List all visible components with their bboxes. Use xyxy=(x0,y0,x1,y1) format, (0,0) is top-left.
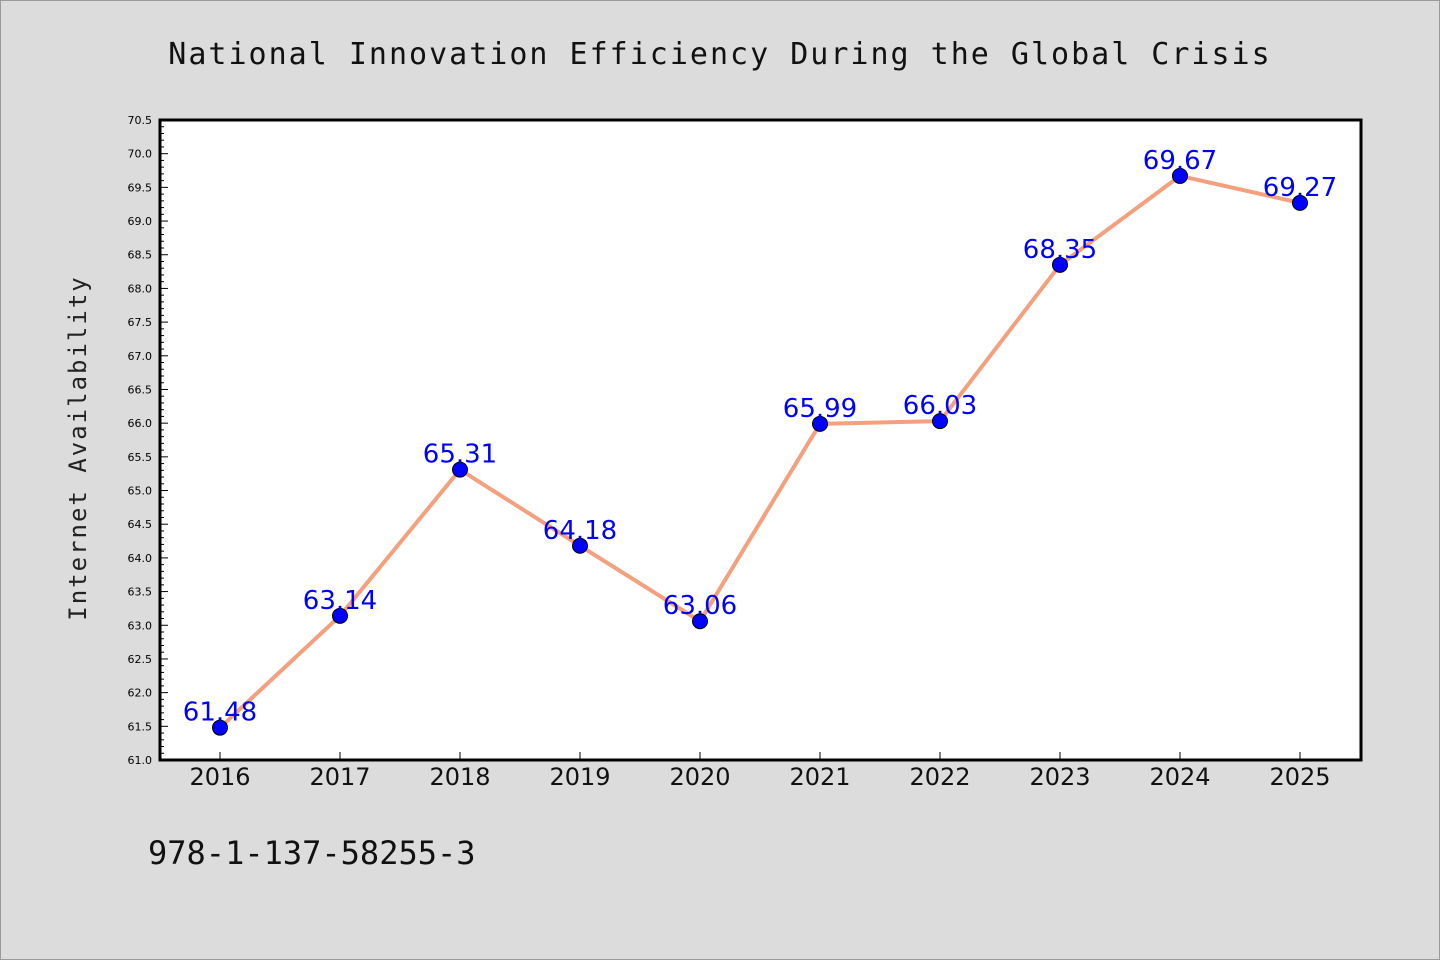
y-tick-label: 61.0 xyxy=(128,754,153,767)
data-point-marker xyxy=(692,613,708,630)
y-tick-label: 61.5 xyxy=(128,720,153,733)
y-tick-label: 70.5 xyxy=(128,114,153,127)
data-point-marker xyxy=(452,461,468,478)
plot-border xyxy=(158,118,1363,762)
y-tick-label: 70.0 xyxy=(128,148,153,161)
isbn-annotation: 978-1-137-58255-3 xyxy=(148,834,476,872)
y-tick-label: 67.0 xyxy=(128,350,153,363)
data-label: 61.48 xyxy=(183,698,257,728)
data-label: 66.03 xyxy=(903,391,977,421)
data-label: 63.06 xyxy=(663,591,737,621)
y-tick-label: 68.5 xyxy=(128,249,153,262)
data-point-marker xyxy=(932,413,948,430)
y-tick-label: 62.0 xyxy=(128,687,153,700)
data-point-marker xyxy=(1172,167,1188,184)
x-tick-label: 2020 xyxy=(669,763,730,791)
data-label: 69.67 xyxy=(1143,146,1217,176)
y-tick-label: 62.5 xyxy=(128,653,153,666)
data-label: 63.14 xyxy=(303,586,377,616)
data-point-marker xyxy=(572,537,588,554)
x-tick-label: 2018 xyxy=(429,763,490,791)
y-tick-label: 66.5 xyxy=(128,383,153,396)
data-point-marker xyxy=(812,415,828,432)
x-tick-label: 2025 xyxy=(1269,763,1330,791)
data-point-marker xyxy=(1292,194,1308,211)
y-tick-label: 65.5 xyxy=(128,451,153,464)
data-point-marker xyxy=(332,607,348,624)
y-axis-ticks: 61.0 61.5 62.0 62.5 63.0 63.5 64.0 64.5 65.0 65.5… xyxy=(128,114,168,767)
x-tick-label: 2017 xyxy=(309,763,370,791)
y-tick-label: 64.0 xyxy=(128,552,153,565)
x-tick-label: 2019 xyxy=(549,763,610,791)
series-group: 61.48 63.14 65.31 64.18 63.06 65.99 66.03 68.35… xyxy=(183,146,1337,736)
y-axis-label: Internet Availability xyxy=(64,275,92,620)
x-tick-label: 2021 xyxy=(789,763,850,791)
y-tick-label: 66.0 xyxy=(128,417,153,430)
y-tick-label: 68.0 xyxy=(128,282,153,295)
y-tick-label: 69.5 xyxy=(128,181,153,194)
y-tick-label: 64.5 xyxy=(128,518,153,531)
series-line xyxy=(218,173,1302,730)
data-label: 69.27 xyxy=(1263,173,1337,203)
data-label: 65.31 xyxy=(423,440,497,470)
x-tick-label: 2024 xyxy=(1149,763,1210,791)
data-label: 68.35 xyxy=(1023,235,1097,265)
y-tick-label: 69.0 xyxy=(128,215,153,228)
plot-area xyxy=(160,120,1361,760)
x-tick-label: 2016 xyxy=(189,763,250,791)
x-tick-label: 2023 xyxy=(1029,763,1090,791)
data-label: 65.99 xyxy=(783,394,857,424)
data-label: 64.18 xyxy=(543,516,617,546)
chart-title: National Innovation Efficiency During th… xyxy=(168,37,1271,72)
y-tick-label: 65.0 xyxy=(128,485,153,498)
y-tick-label: 67.5 xyxy=(128,316,153,329)
data-point-marker xyxy=(1052,256,1068,273)
y-tick-label: 63.5 xyxy=(128,586,153,599)
data-point-marker xyxy=(212,719,228,736)
x-tick-label: 2022 xyxy=(909,763,970,791)
y-tick-label: 63.0 xyxy=(128,619,153,632)
